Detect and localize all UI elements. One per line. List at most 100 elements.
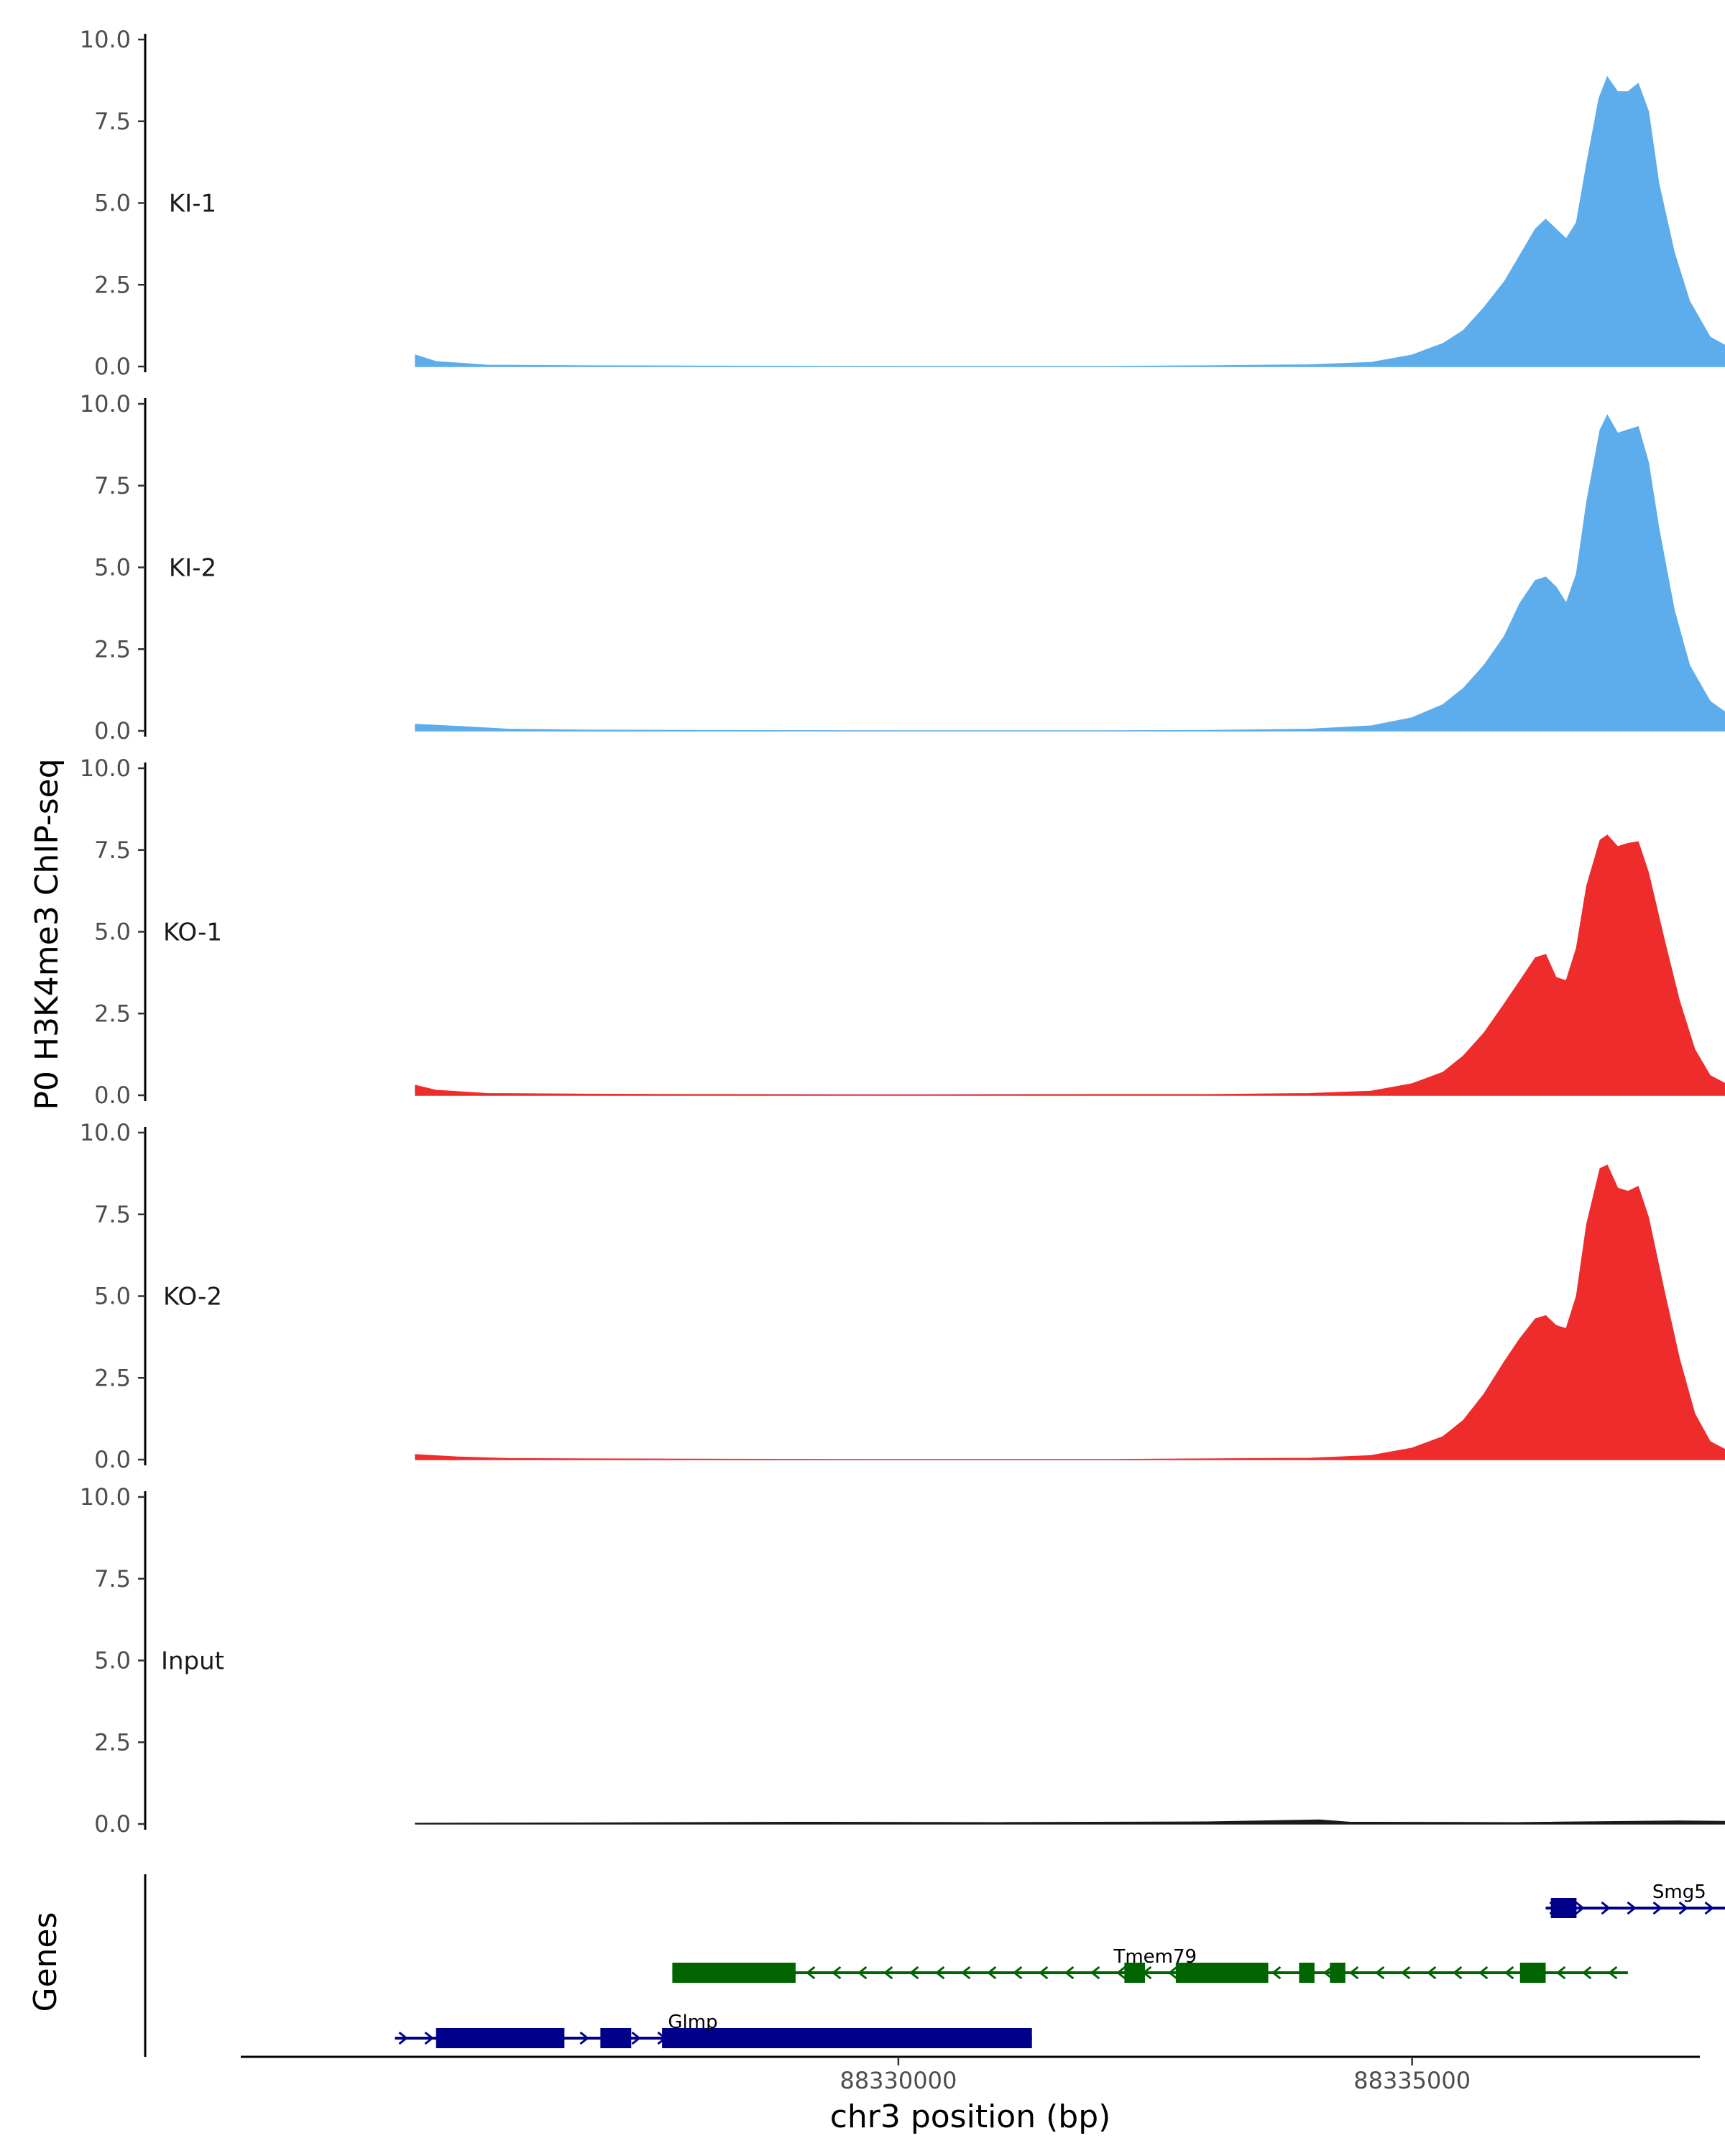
gene-glmp: Glmp [395, 2012, 1032, 2048]
track-label: KI-1 [169, 190, 216, 218]
gene-smg5: Smg5 [1545, 1881, 1725, 1918]
gene-label: Glmp [668, 2012, 717, 2033]
track-ki-2: 0.0 2.5 5.0 7.5 10.0 KI-2 [80, 390, 1725, 745]
gene-exon [1124, 1963, 1145, 1983]
gene-exon [1175, 1963, 1269, 1983]
y-tick-label: 0.0 [94, 1446, 131, 1473]
x-tick-label: 88330000 [840, 2067, 957, 2094]
strand-arrow [1426, 1966, 1437, 1980]
strand-arrow [1322, 1966, 1333, 1980]
strand-arrow [1704, 1901, 1714, 1915]
strand-arrow [1167, 1966, 1178, 1980]
y-tick-label: 2.5 [94, 1728, 131, 1756]
strand-arrow [579, 2031, 589, 2045]
y-tick-label: 5.0 [94, 190, 131, 217]
strand-arrow [831, 1966, 842, 1980]
gene-exon [672, 1963, 796, 1983]
strand-arrow [1374, 1966, 1385, 1980]
y-tick-label: 7.5 [94, 1565, 131, 1593]
strand-arrow [1348, 1966, 1359, 1980]
x-axis: 88330000 88335000 [241, 2055, 1700, 2094]
y-tick-label: 5.0 [94, 918, 131, 946]
y-tick-label: 0.0 [94, 1810, 131, 1838]
track-ko-1: 0.0 2.5 5.0 7.5 10.0 KO-1 [80, 755, 1725, 1109]
strand-arrow [1038, 1966, 1049, 1980]
track-label: KO-2 [163, 1283, 222, 1312]
y-tick-label: 2.5 [94, 635, 131, 663]
strand-arrow [1271, 1966, 1282, 1980]
y-tick-label: 7.5 [94, 108, 131, 135]
gene-exon [1519, 1963, 1546, 1983]
strand-arrow [883, 1966, 893, 1980]
y-tick-label: 5.0 [94, 554, 131, 581]
strand-arrow [398, 2031, 408, 2045]
strand-arrow [805, 1966, 816, 1980]
strand-arrow [1575, 1901, 1585, 1915]
track-label: KO-1 [163, 918, 222, 947]
x-axis-title: chr3 position (bp) [830, 2099, 1111, 2135]
y-tick-label: 10.0 [80, 26, 131, 53]
y-tick-label: 2.5 [94, 1364, 131, 1391]
strand-arrow [1504, 1966, 1514, 1980]
gene-exon [662, 2028, 1032, 2048]
gene-exon [600, 2028, 632, 2048]
strand-arrow [1116, 1966, 1126, 1980]
strand-arrow [1601, 1901, 1611, 1915]
coverage-area [415, 75, 1725, 367]
x-tick-label: 88335000 [1353, 2067, 1471, 2094]
strand-arrow [986, 1966, 997, 1980]
y-tick-label: 0.0 [94, 1082, 131, 1109]
gene-label: Tmem79 [1113, 1946, 1197, 1968]
y-tick-label: 5.0 [94, 1283, 131, 1310]
y-tick-label: 10.0 [80, 1119, 131, 1146]
strand-arrow [934, 1966, 945, 1980]
strand-arrow [1627, 1901, 1637, 1915]
track-label: Input [161, 1647, 224, 1676]
track-ko-2: 0.0 2.5 5.0 7.5 10.0 KO-2 [80, 1119, 1725, 1473]
track-label: KI-2 [169, 554, 216, 583]
strand-arrow [1452, 1966, 1463, 1980]
strand-arrow [1064, 1966, 1075, 1980]
track-input: 0.0 2.5 5.0 7.5 10.0 Input [80, 1483, 1725, 1838]
strand-arrow [1652, 1901, 1662, 1915]
gene-label: Smg5 [1652, 1881, 1706, 1903]
gene-exon [1550, 1898, 1577, 1918]
strand-arrow [424, 2031, 434, 2045]
tracks-group: 0.0 2.5 5.0 7.5 10.0 KI-1 0.0 2.5 5.0 7.5 10.0 KI-2… [80, 26, 1725, 1838]
gene-exon [436, 2028, 565, 2048]
strand-arrow [631, 2031, 641, 2045]
coverage-area [415, 1164, 1725, 1460]
y-tick-label: 10.0 [80, 755, 131, 782]
y-tick-label: 0.0 [94, 353, 131, 380]
y-axis-title: P0 H3K4me3 ChIP-seq [29, 758, 65, 1110]
y-tick-label: 10.0 [80, 390, 131, 418]
strand-arrow [1555, 1966, 1566, 1980]
genes-axis-title: Genes [27, 1912, 64, 2012]
y-tick-label: 0.0 [94, 717, 131, 745]
y-tick-label: 2.5 [94, 271, 131, 298]
gene-exon [1299, 1963, 1315, 1983]
y-tick-label: 7.5 [94, 837, 131, 864]
strand-arrow [908, 1966, 919, 1980]
y-tick-label: 2.5 [94, 1000, 131, 1027]
strand-arrow [1012, 1966, 1023, 1980]
y-tick-label: 10.0 [80, 1483, 131, 1511]
coverage-area [415, 414, 1725, 732]
strand-arrow [1478, 1966, 1489, 1980]
strand-arrow [960, 1966, 971, 1980]
track-ki-1: 0.0 2.5 5.0 7.5 10.0 KI-1 [80, 26, 1725, 380]
y-tick-label: 7.5 [94, 1201, 131, 1228]
strand-arrow [1090, 1966, 1100, 1980]
y-tick-label: 7.5 [94, 472, 131, 499]
strand-arrow [857, 1966, 868, 1980]
strand-arrow [1607, 1966, 1618, 1980]
strand-arrow [1678, 1901, 1688, 1915]
y-tick-label: 5.0 [94, 1647, 131, 1674]
genes-track: Smg5 Tmem79 Glmp [144, 1874, 1725, 2057]
gene-exon [1330, 1963, 1346, 1983]
strand-arrow [1400, 1966, 1411, 1980]
coverage-area [415, 1819, 1725, 1825]
coverage-area [415, 834, 1725, 1096]
gene-tmem79: Tmem79 [672, 1946, 1628, 1983]
